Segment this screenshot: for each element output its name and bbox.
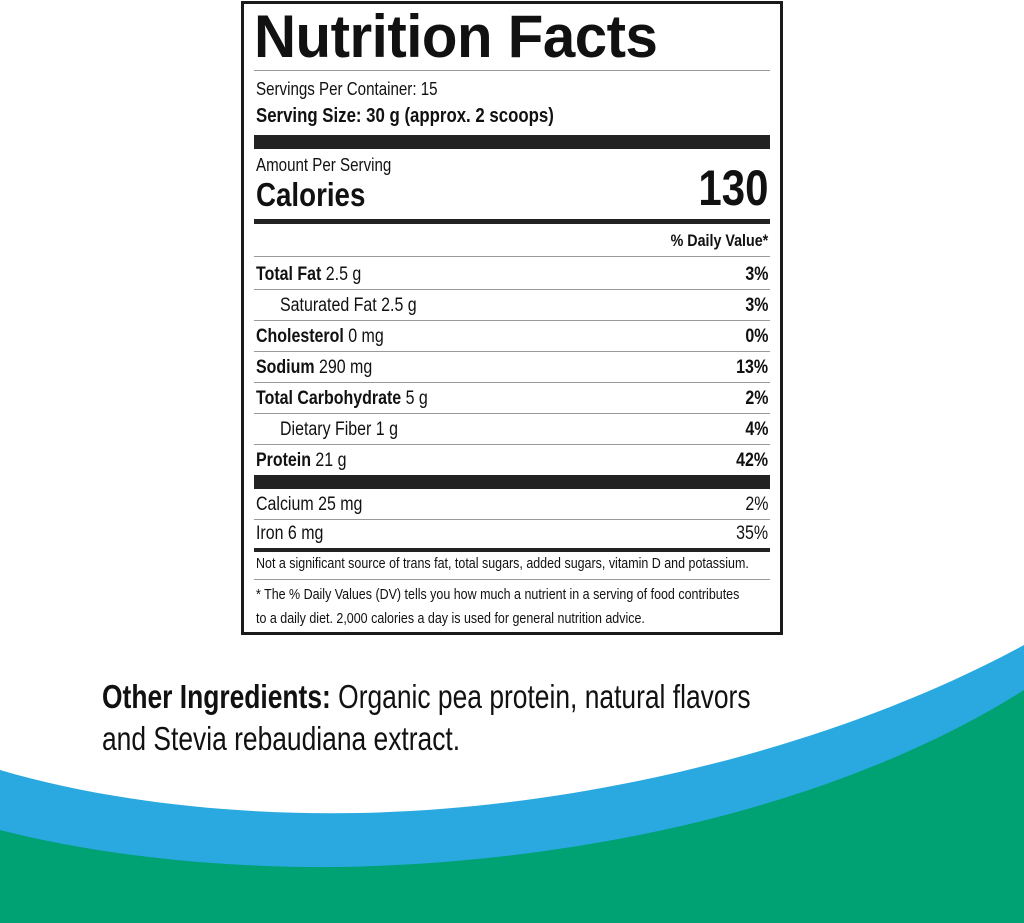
- serving-size: Serving Size: 30 g (approx. 2 scoops): [256, 105, 554, 127]
- nutrient-row-sodium: Sodium 290 mg 13%: [254, 352, 770, 383]
- thick-divider: [254, 135, 770, 149]
- nutrient-row-dietary-fiber: Dietary Fiber 1 g 4%: [254, 414, 770, 445]
- ingredients-text: Organic pea protein, natural flavors: [330, 678, 751, 715]
- daily-value-header: % Daily Value*: [670, 231, 768, 250]
- medium-divider: [254, 219, 770, 224]
- thick-divider-2: [254, 475, 770, 489]
- amount-per-serving: Amount Per Serving: [256, 155, 392, 175]
- servings-per-container: Servings Per Container: 15: [256, 79, 438, 99]
- nutrient-row-total-fat: Total Fat 2.5 g 3%: [254, 259, 770, 290]
- footnote-line-2: to a daily diet. 2,000 calories a day is…: [256, 611, 645, 627]
- calories-value: 130: [697, 160, 768, 216]
- other-ingredients: Other Ingredients: Organic pea protein, …: [102, 676, 902, 760]
- mineral-row-iron: Iron 6 mg 35%: [256, 523, 768, 544]
- ingredients-text-2: and Stevia rebaudiana extract.: [102, 720, 461, 757]
- ingredients-heading: Other Ingredients:: [102, 678, 331, 715]
- label-title: Nutrition Facts: [254, 3, 658, 70]
- calories-label: Calories: [256, 176, 366, 213]
- mineral-row-calcium: Calcium 25 mg 2%: [254, 489, 770, 520]
- nutrient-row-total-carbohydrate: Total Carbohydrate 5 g 2%: [254, 383, 770, 414]
- nutrition-facts-label: Nutrition Facts Servings Per Container: …: [241, 1, 783, 635]
- nutrient-row-protein: Protein 21 g 42%: [256, 450, 768, 471]
- nutrient-row-saturated-fat: Saturated Fat 2.5 g 3%: [254, 290, 770, 321]
- nutrient-row-cholesterol: Cholesterol 0 mg 0%: [254, 321, 770, 352]
- green-wave: [0, 690, 1024, 923]
- footnote-line-1: * The % Daily Values (DV) tells you how …: [256, 587, 740, 603]
- not-significant-note: Not a significant source of trans fat, t…: [256, 556, 749, 572]
